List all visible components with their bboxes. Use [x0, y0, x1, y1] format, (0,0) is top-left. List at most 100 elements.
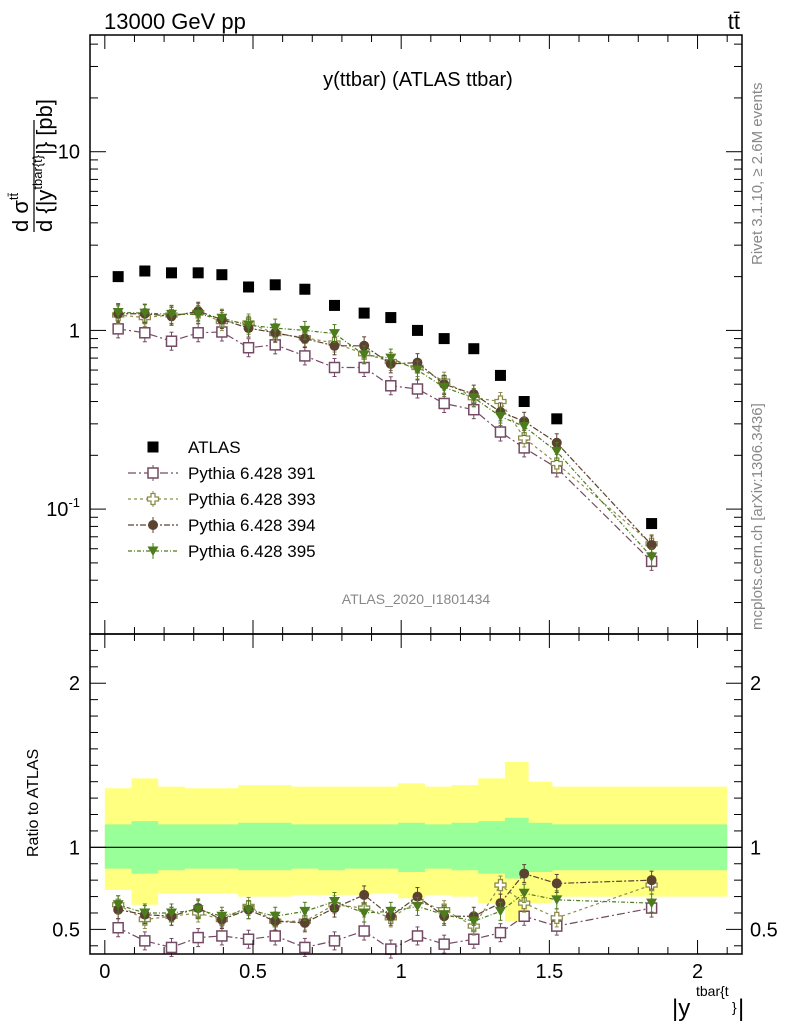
ratio-y-axis-label: Ratio to ATLAS	[25, 749, 42, 857]
data-point	[646, 539, 657, 550]
data-point	[243, 905, 255, 915]
data-point	[519, 868, 530, 879]
x-tick-label: 0	[99, 961, 110, 983]
y-tick-label: 10-1	[46, 495, 80, 521]
mcplots-label: mcplots.cern.ch [arXiv:1306.3436]	[749, 403, 766, 630]
legend-label: Pythia 6.428 393	[188, 490, 316, 509]
data-point	[112, 900, 124, 910]
y-tick-label-right: 1	[750, 837, 761, 859]
data-point	[242, 341, 255, 354]
data-point	[551, 413, 563, 425]
ratio-frame	[89, 633, 743, 955]
data-point	[358, 307, 370, 319]
data-point	[646, 898, 658, 909]
series-line	[118, 310, 653, 546]
data-point	[438, 382, 450, 393]
data-point	[165, 335, 178, 347]
y-tick-label-right: 2	[750, 673, 761, 695]
data-point	[299, 325, 311, 336]
svg-text:|: |	[738, 995, 744, 1022]
data-point	[518, 431, 531, 445]
data-point	[299, 941, 311, 954]
series-main-data	[112, 265, 658, 530]
legend-entry-p393: Pythia 6.428 393	[128, 490, 316, 509]
y-tick-label: 2	[69, 673, 80, 695]
data-point	[385, 353, 397, 364]
svg-text:|y: |y	[672, 995, 690, 1022]
legend-label: Pythia 6.428 395	[188, 542, 316, 561]
data-point	[385, 906, 397, 917]
data-point	[299, 906, 311, 917]
data-point	[494, 926, 507, 939]
data-point	[385, 380, 397, 392]
data-point	[438, 910, 450, 920]
y-tick-label: 0.5	[52, 919, 80, 941]
y-tick-label-right: 0.5	[750, 919, 778, 941]
x-tick-label: 1	[396, 961, 407, 983]
chart-axes: 0 0.5 1 1.5 2 10-1 1 10 0.5 0.5 1 1 2 2	[46, 34, 778, 983]
data-point	[518, 421, 530, 432]
plot-title: y(ttbar) (ATLAS ttbar)	[323, 69, 513, 91]
data-point	[385, 312, 397, 324]
data-point	[358, 350, 370, 360]
rivet-version-label: Rivet 3.1.10, ≥ 2.6M events	[749, 83, 766, 266]
data-point	[411, 324, 423, 336]
data-point	[518, 910, 530, 923]
legend-marker	[147, 441, 159, 453]
data-point	[269, 279, 281, 291]
data-point	[494, 906, 506, 917]
data-point	[494, 411, 506, 422]
main-y-axis-label: d σtt̄ d {|ytbar{t}|} [pb]	[6, 99, 57, 232]
data-point	[216, 313, 228, 324]
data-point	[646, 518, 658, 530]
data-point	[192, 309, 204, 320]
data-point	[112, 323, 124, 335]
x-tick-label: 1.5	[535, 961, 563, 983]
data-point	[242, 933, 255, 945]
data-point	[494, 426, 507, 438]
data-point	[166, 309, 177, 320]
legend-label: ATLAS	[188, 438, 241, 457]
data-point	[216, 930, 228, 942]
data-point	[329, 340, 340, 351]
data-point	[468, 343, 480, 355]
data-point	[328, 361, 341, 374]
data-point	[216, 911, 228, 922]
analysis-label: ATLAS_2020_I1801434	[342, 591, 491, 607]
data-point	[518, 896, 531, 910]
legend-marker	[146, 492, 160, 506]
data-point	[518, 888, 530, 899]
band-inner	[104, 817, 728, 879]
data-point	[139, 265, 151, 277]
data-point	[112, 921, 124, 934]
y-tick-label: 1	[69, 320, 80, 342]
data-point	[411, 383, 424, 395]
legend-entry-p395: Pythia 6.428 395	[128, 542, 316, 561]
legend-entry-p391: Pythia 6.428 391	[128, 464, 316, 483]
data-point	[269, 930, 281, 942]
y-tick-label: 10	[58, 142, 80, 164]
data-point	[468, 933, 480, 945]
data-point	[166, 267, 177, 279]
data-point	[192, 267, 204, 279]
data-point	[551, 878, 562, 889]
data-point	[139, 308, 151, 319]
process-label: tt̄	[728, 9, 740, 34]
y-tick-label: 1	[69, 837, 80, 859]
svg-text:d σtt̄: d σtt̄	[6, 192, 33, 232]
data-point	[359, 889, 370, 900]
data-point	[438, 397, 450, 410]
data-point	[139, 327, 151, 339]
legend-marker	[147, 467, 159, 479]
data-point	[468, 393, 480, 403]
data-point	[438, 333, 450, 345]
energy-label: 13000 GeV pp	[104, 9, 246, 34]
data-point	[192, 905, 204, 915]
data-point	[299, 283, 311, 295]
x-tick-label: 0.5	[239, 961, 267, 983]
series-ratio-p395	[112, 883, 658, 931]
data-point	[243, 281, 255, 293]
data-point	[551, 895, 563, 905]
data-point	[494, 369, 506, 381]
